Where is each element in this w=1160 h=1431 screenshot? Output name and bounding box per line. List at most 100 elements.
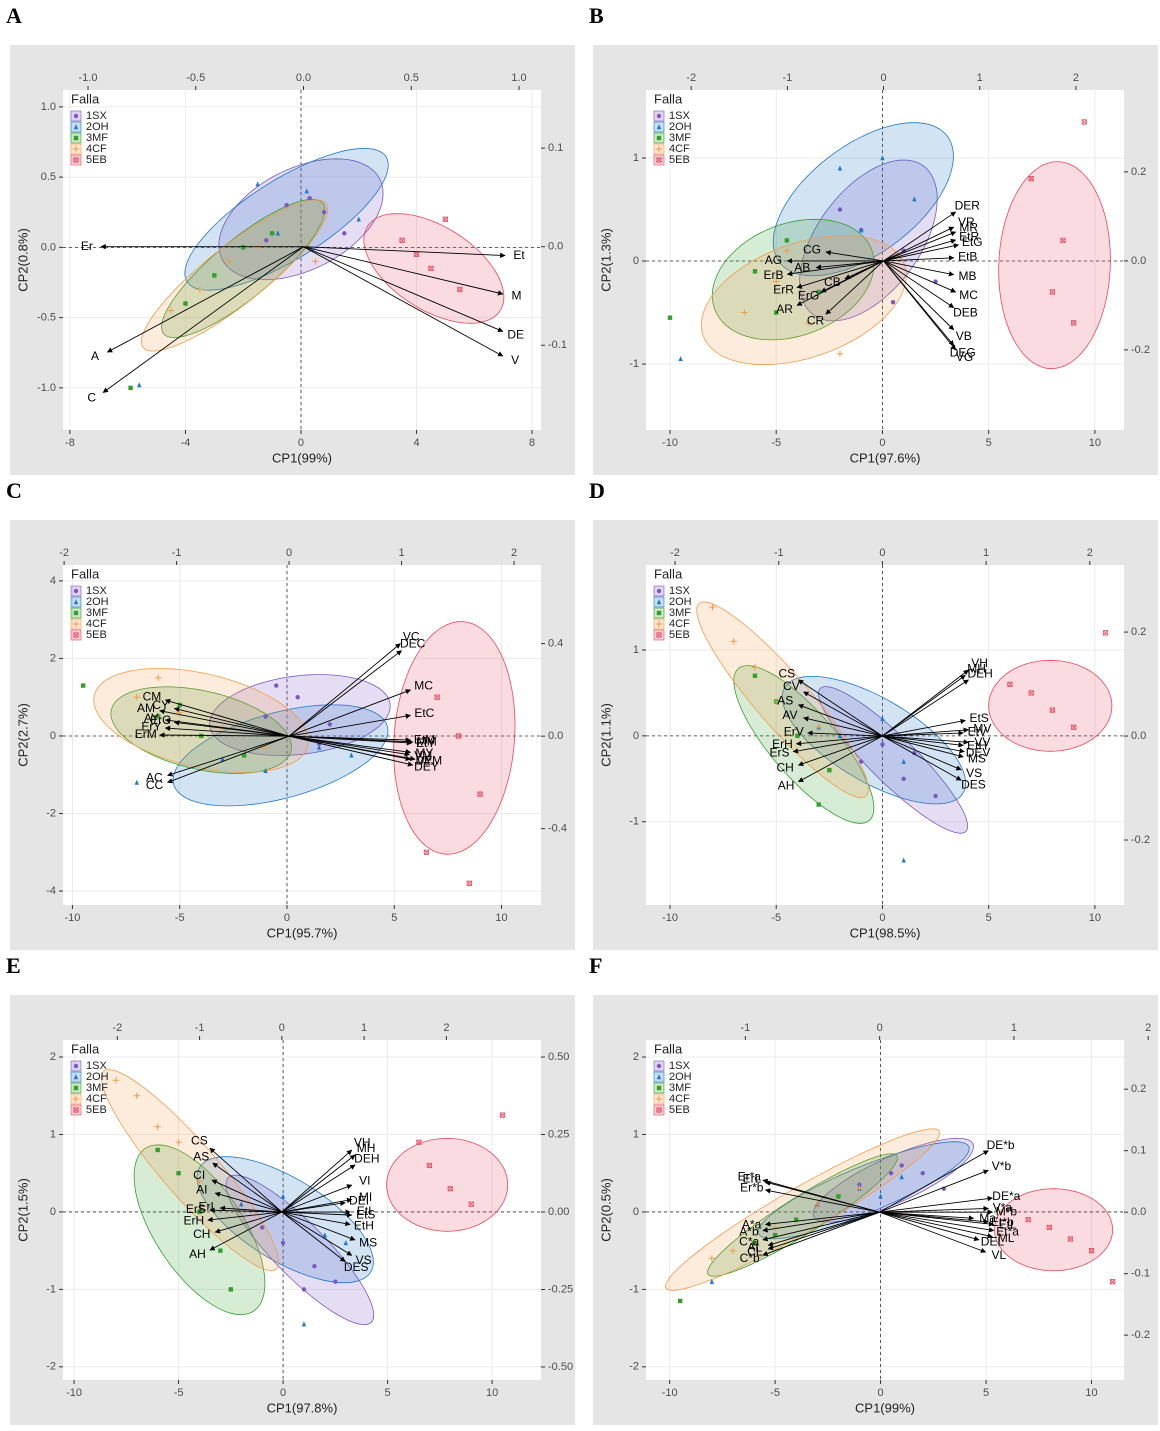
ellipse [363, 213, 505, 324]
loading-label: MC [959, 288, 978, 302]
point-shape [1102, 630, 1109, 636]
legend-label: 5EB [86, 629, 107, 641]
y-axis-title: CP2(2.7%) [15, 703, 30, 767]
loading-label: Er*a [738, 1170, 762, 1184]
loading-label: EtY [416, 736, 435, 750]
loading-arrow [209, 1147, 283, 1213]
loading-label: M*b [996, 1204, 1018, 1218]
point [899, 1163, 904, 1168]
plot-content [667, 119, 1111, 370]
x-tick-label: 0 [298, 437, 304, 449]
x2-tick-label: 2 [511, 547, 517, 559]
point-shape [198, 733, 204, 739]
point [656, 599, 662, 605]
point [280, 1240, 286, 1246]
ellipse [994, 1188, 1114, 1272]
point-shape [837, 733, 843, 739]
x2-tick-label: 1 [983, 547, 989, 559]
point-shape [343, 1240, 348, 1246]
legend-label: 5EB [86, 1104, 107, 1116]
loading-label: Er*b [740, 1180, 764, 1194]
loading-arrow [883, 238, 957, 262]
y-axis-title: CP2(1.5%) [15, 1178, 30, 1242]
y-tick-label: 1.0 [41, 101, 56, 113]
legend-title: Falla [71, 1041, 100, 1056]
x-tick-label: 0 [280, 1387, 286, 1399]
legend-label: 4CF [669, 1093, 690, 1105]
loading-arrow [281, 1154, 356, 1213]
point [773, 278, 780, 285]
loading-label: VH [354, 1136, 371, 1150]
loading-arrow [288, 650, 402, 737]
point-shape [73, 1085, 79, 1091]
loading-label: ErS [769, 746, 789, 760]
point-shape [416, 1139, 422, 1145]
loading-label: DEH [968, 667, 993, 681]
point-shape [772, 1232, 778, 1238]
loading-arrow [288, 643, 401, 737]
point [656, 124, 662, 130]
loading-label: A*b [739, 1224, 759, 1238]
point [655, 1095, 663, 1103]
legend-label: 2OH [86, 1071, 109, 1083]
point-shape [73, 157, 79, 163]
loading-label: ErH [772, 737, 793, 751]
x2-tick-label: 0 [877, 1022, 883, 1034]
loading-label: MB [959, 269, 977, 283]
y2-tick-label: 0.2 [1131, 1083, 1146, 1095]
loading-label: A*a [742, 1218, 762, 1232]
point [837, 733, 843, 739]
point [1046, 1224, 1052, 1231]
point [816, 289, 821, 295]
point-shape [1049, 289, 1055, 295]
loading-arrow [762, 1211, 880, 1257]
ellipse [696, 601, 869, 799]
x-tick-label: 5 [385, 1387, 391, 1399]
point [814, 1200, 821, 1208]
y2-tick-label: 0.1 [1131, 1145, 1146, 1157]
loading-label: EtS [969, 711, 988, 725]
loading-arrow [882, 735, 962, 771]
point-shape [1007, 681, 1013, 687]
loading-label: MR [959, 220, 978, 234]
point [457, 286, 463, 293]
point [284, 203, 289, 208]
point-shape [183, 301, 188, 306]
point-shape [752, 269, 758, 274]
point [241, 245, 246, 250]
point-shape [220, 756, 225, 762]
point-shape [264, 238, 269, 243]
point [837, 165, 843, 171]
point [254, 244, 261, 251]
y2-tick-label: -0.4 [548, 823, 567, 835]
point [155, 674, 162, 682]
legend-label: 3MF [669, 607, 691, 619]
point-shape [73, 113, 79, 119]
y2-tick-label: -0.25 [548, 1283, 573, 1295]
point-shape [228, 1287, 234, 1292]
point [751, 1240, 757, 1246]
x-tick-label: 0 [878, 1387, 884, 1399]
loading-label: EtV [968, 725, 987, 739]
point [836, 350, 844, 357]
y2-tick-label: -0.1 [548, 339, 567, 351]
x-tick-label: -5 [770, 1387, 780, 1399]
point-shape [239, 1201, 244, 1207]
loading-arrow [167, 735, 290, 777]
panel-letter: B [589, 3, 604, 28]
loading-arrow [159, 709, 290, 737]
loading-label: AY [144, 711, 159, 725]
ellipse [998, 161, 1111, 370]
point [1025, 1217, 1031, 1223]
point-shape [73, 157, 79, 163]
point-shape [920, 1171, 925, 1176]
point [183, 301, 188, 306]
y-axis-title: CP2(1.1%) [598, 703, 613, 767]
point-shape [656, 599, 662, 605]
y2-tick-label: 0.25 [548, 1128, 569, 1140]
legend-label: 1SX [669, 585, 690, 597]
point [128, 385, 133, 391]
loading-label: DER [955, 198, 981, 212]
panel-letter: D [589, 478, 605, 503]
